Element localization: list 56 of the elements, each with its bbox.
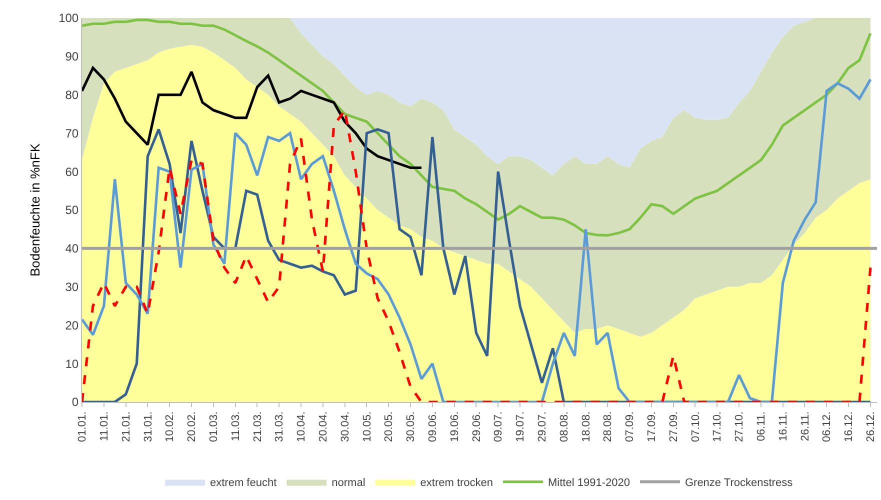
- legend-label: normal: [332, 477, 366, 490]
- x-tick-label: 21.01.: [120, 411, 132, 442]
- x-tick-label: 19.07.: [514, 411, 527, 442]
- x-tick-label: 28.08.: [602, 411, 614, 442]
- x-tick-label: 20.04.: [317, 411, 330, 442]
- x-tick-label: 01.01.: [76, 411, 89, 442]
- y-tick-label: 70: [65, 126, 79, 140]
- y-tick-label: 90: [65, 50, 79, 64]
- x-tick-label: 18.08.: [580, 411, 592, 442]
- x-tick-label: 30.05.: [405, 411, 418, 442]
- x-tick-label: 07.09.: [624, 411, 636, 442]
- legend-label: extrem trocken: [420, 477, 494, 490]
- x-tick-label: 30.04.: [339, 411, 352, 442]
- x-tick-label: 11.01.: [98, 411, 110, 442]
- x-tick-label: 21.03.: [252, 411, 264, 442]
- x-tick-label: 10.05.: [361, 411, 374, 442]
- legend-label: Grenze Trockenstress: [684, 477, 794, 490]
- x-tick-label: 31.03.: [274, 411, 286, 442]
- x-tick-label: 06.11.: [756, 411, 768, 442]
- x-tick-label: 20.05.: [383, 411, 396, 442]
- y-tick-label: 100: [58, 11, 79, 26]
- y-axis-title: Bodenfeuchte in %nFK: [28, 143, 43, 276]
- x-tick-label: 27.10.: [734, 411, 746, 442]
- x-tick-label: 06.12.: [821, 411, 834, 442]
- y-tick-label: 30: [65, 280, 79, 294]
- x-tick-label: 20.02.: [186, 411, 198, 442]
- y-tick-label: 40: [65, 242, 79, 256]
- x-tick-label: 19.06.: [448, 411, 461, 442]
- x-tick-label: 29.07.: [536, 411, 548, 442]
- y-tick-label: 50: [65, 203, 79, 218]
- x-tick-label: 26.11.: [799, 411, 812, 442]
- x-tick-label: 27.09.: [668, 411, 680, 442]
- line-series: [82, 18, 872, 237]
- y-tick-label: 80: [65, 88, 79, 102]
- x-tick-label: 10.04.: [296, 411, 308, 442]
- x-tick-label: 17.09.: [646, 411, 658, 442]
- x-tick-label: 29.06.: [470, 411, 483, 442]
- y-tick-label: 0: [72, 395, 79, 410]
- x-tick-label: 01.03.: [208, 411, 220, 442]
- y-tick-label: 10: [65, 356, 79, 371]
- x-tick-label: 07.10.: [690, 411, 702, 442]
- x-tick-label: 09.06.: [426, 411, 439, 442]
- y-tick-label: 20: [65, 318, 79, 332]
- legend-label: Mittel 1991-2020: [548, 477, 630, 490]
- x-tick-label: 16.12.: [843, 411, 856, 442]
- x-tick-label: 09.07.: [492, 411, 505, 442]
- line-series: [82, 66, 423, 170]
- x-tick-label: 16.11.: [777, 411, 790, 442]
- x-tick-label: 10.02.: [164, 411, 176, 442]
- y-tick-label: 60: [65, 164, 79, 179]
- x-tick-label: 08.08.: [558, 411, 570, 442]
- x-tick-label: 31.01.: [142, 411, 154, 442]
- legend-label: extrem feucht: [210, 477, 277, 490]
- x-tick-label: 26.12.: [865, 411, 878, 442]
- x-tick-label: 11.03.: [230, 411, 242, 442]
- x-tick-label: 17.10.: [712, 411, 724, 442]
